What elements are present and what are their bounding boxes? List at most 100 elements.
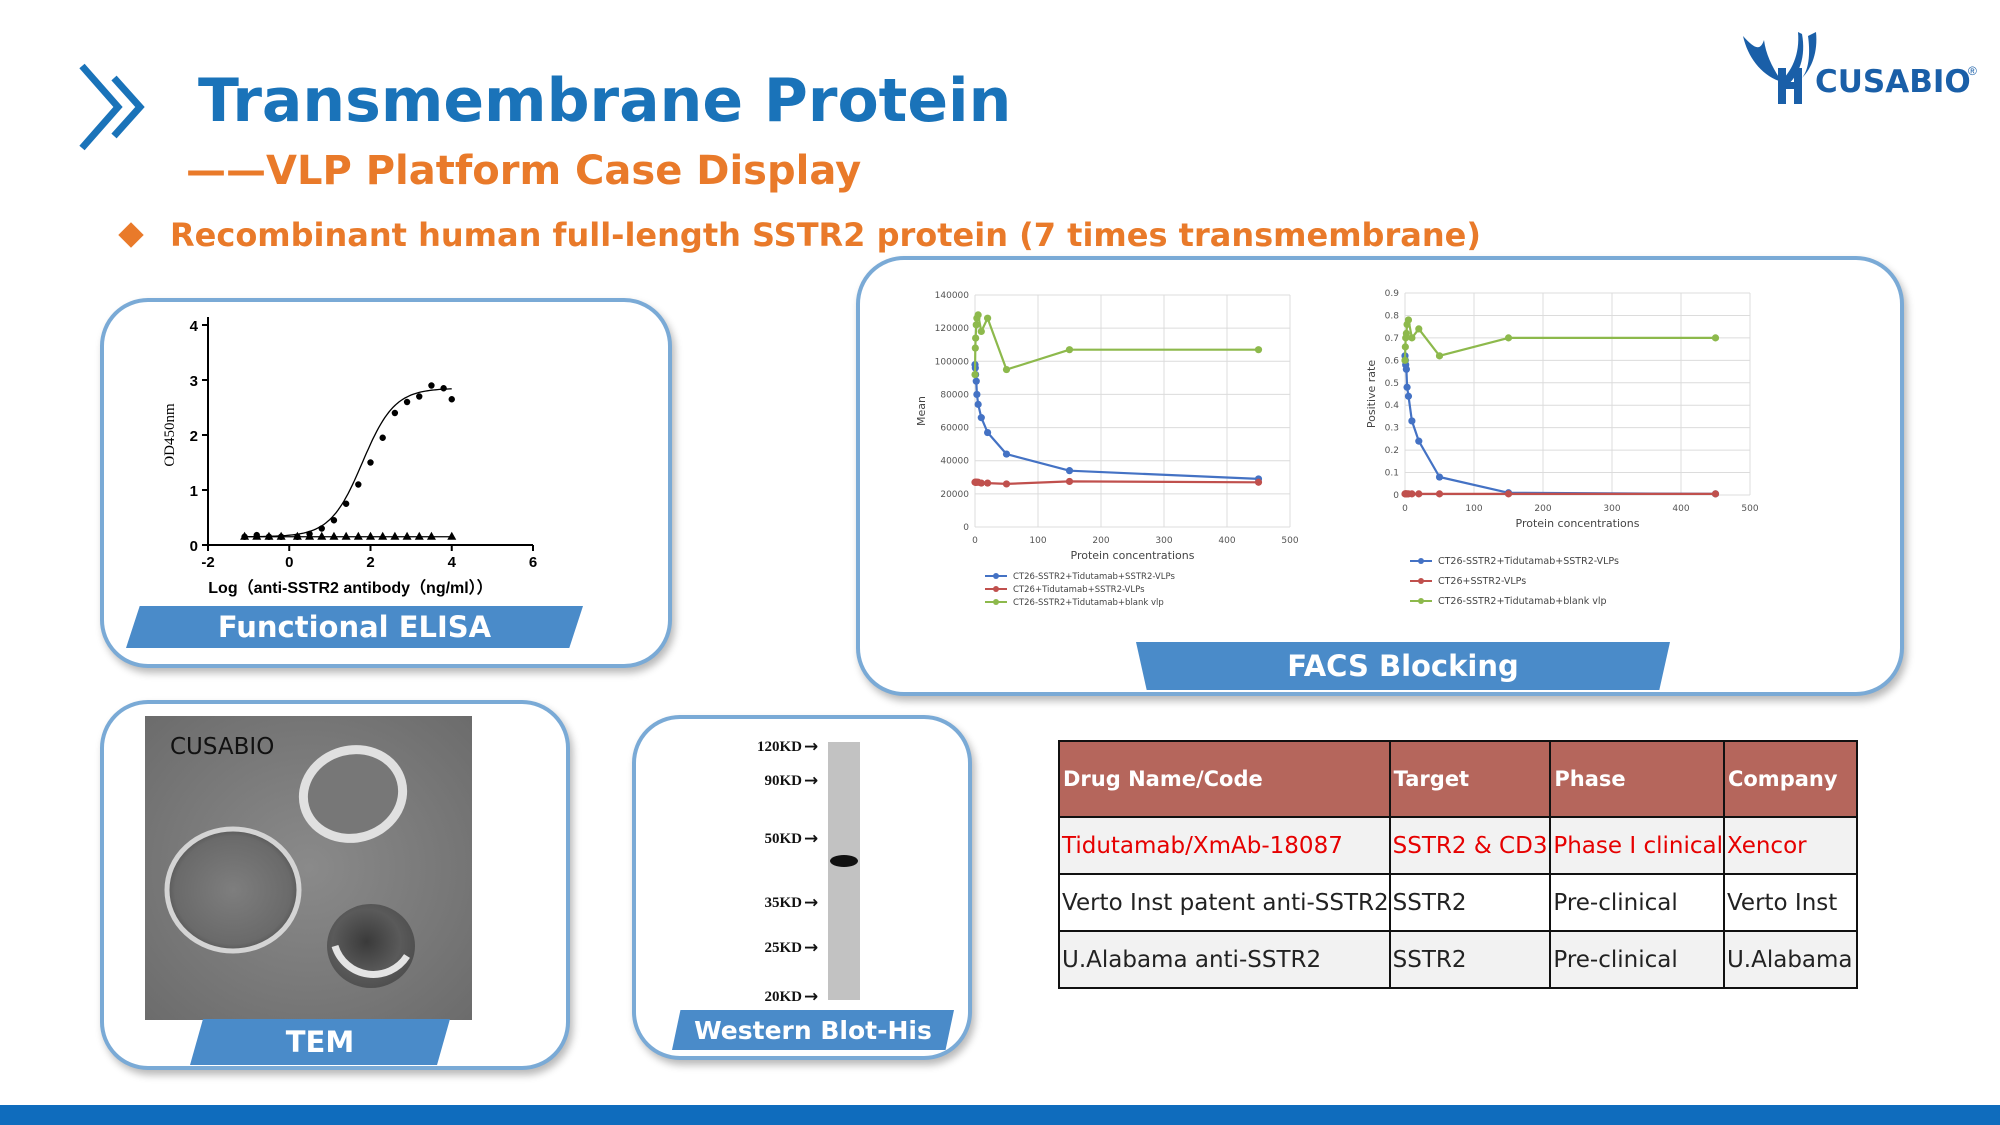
y-tick-label: 60000 xyxy=(940,424,969,434)
tem-watermark: CUSABIO xyxy=(170,734,275,760)
series-point xyxy=(1401,343,1409,351)
arrow-right-icon: → xyxy=(804,737,818,757)
series-line xyxy=(1403,355,1716,495)
table-row: Tidutamab/XmAb-18087 SSTR2 & CD3 Phase I… xyxy=(1058,816,1859,875)
cell-phase: Pre-clinical xyxy=(1549,930,1725,989)
y-axis-label: OD450nm xyxy=(162,403,178,467)
data-point-circle xyxy=(428,382,435,389)
molecular-weight-label: 35KD xyxy=(765,895,803,911)
table-row: Verto Inst patent anti-SSTR2 SSTR2 Pre-c… xyxy=(1058,873,1859,932)
protein-band xyxy=(830,855,858,867)
x-axis-label: Protein concentrations xyxy=(1071,549,1195,562)
series-point xyxy=(971,344,979,352)
header-target: Target xyxy=(1388,740,1552,818)
data-point-triangle xyxy=(305,531,315,540)
cell-phase: Pre-clinical xyxy=(1549,873,1725,932)
y-tick-label: 0.8 xyxy=(1385,311,1400,321)
arrow-right-icon: → xyxy=(804,829,818,849)
series-point xyxy=(972,377,980,385)
header-drug-name: Drug Name/Code xyxy=(1058,740,1391,818)
legend-marker xyxy=(993,586,999,592)
y-tick-label: 3 xyxy=(190,373,198,390)
data-point-triangle xyxy=(414,531,424,540)
series-point xyxy=(984,314,992,322)
data-point-triangle xyxy=(402,531,412,540)
y-tick-label: 0.4 xyxy=(1385,401,1400,411)
series-point xyxy=(984,479,992,487)
series-point xyxy=(984,428,992,437)
facs-positive-rate-chart: 0 0.1 0.2 0.3 0.4 0.5 0.6 0.7 0.8 0.9 0 100 200 300 40… xyxy=(1365,289,1759,607)
series-point xyxy=(1504,334,1513,342)
series-point xyxy=(1415,325,1423,333)
cell-company: U.Alabama xyxy=(1722,930,1859,989)
series-point xyxy=(977,479,985,487)
western-blot-banner: Western Blot-His xyxy=(672,1010,954,1050)
data-point-triangle xyxy=(292,531,302,540)
y-tick-label: 0 xyxy=(963,523,969,533)
data-point-circle xyxy=(440,385,447,392)
series-point xyxy=(1435,473,1444,481)
series-point xyxy=(1435,352,1444,360)
x-tick-label: 400 xyxy=(1218,536,1235,546)
data-point-triangle xyxy=(378,531,388,540)
series-point xyxy=(1504,490,1513,498)
cusabio-logo-icon xyxy=(1743,32,1817,104)
y-tick-label: 140000 xyxy=(935,291,970,301)
diamond-bullet-icon xyxy=(118,222,144,248)
data-point-triangle xyxy=(447,531,457,540)
series-point xyxy=(1711,490,1720,498)
molecular-weight-label: 20KD xyxy=(765,989,803,1005)
x-axis-label: Log（anti-SSTR2 antibody（ng/ml）） xyxy=(208,579,492,597)
y-tick-label: 100000 xyxy=(935,357,970,367)
x-tick-label: 100 xyxy=(1029,536,1046,546)
series-point xyxy=(1404,316,1413,324)
y-tick-label: 0.5 xyxy=(1385,379,1399,389)
series-point xyxy=(1415,437,1423,445)
x-tick-label: 6 xyxy=(529,554,537,571)
y-tick-label: 2 xyxy=(190,428,198,445)
data-point-triangle xyxy=(252,531,262,540)
data-point-circle xyxy=(355,481,362,488)
series-point xyxy=(977,327,985,336)
blot-lane xyxy=(828,742,860,1000)
x-tick-label: -2 xyxy=(201,554,214,571)
data-point-triangle xyxy=(329,531,339,540)
series-point xyxy=(1401,356,1409,364)
arrow-right-icon: → xyxy=(804,938,818,958)
molecular-weight-label: 50KD xyxy=(765,831,803,847)
cell-drug-name: U.Alabama anti-SSTR2 xyxy=(1058,930,1391,989)
series-point xyxy=(1408,490,1416,498)
cell-target: SSTR2 & CD3 xyxy=(1388,816,1552,875)
data-point-triangle xyxy=(341,531,351,540)
series-line xyxy=(974,480,1259,485)
x-tick-label: 0 xyxy=(1402,504,1408,514)
data-point-circle xyxy=(318,525,325,532)
data-point-circle xyxy=(416,393,423,400)
data-point-circle xyxy=(367,459,374,466)
data-point-circle xyxy=(330,517,338,524)
elisa-banner: Functional ELISA xyxy=(126,606,583,648)
cell-target: SSTR2 xyxy=(1388,930,1552,989)
page-title: Transmembrane Protein xyxy=(198,66,1012,136)
double-chevron-icon xyxy=(79,63,145,151)
y-tick-label: 40000 xyxy=(940,457,969,467)
legend-marker xyxy=(1418,598,1424,604)
page-subtitle: ——VLP Platform Case Display xyxy=(186,148,862,194)
data-point-circle xyxy=(379,434,386,441)
y-tick-label: 0.1 xyxy=(1385,469,1399,479)
header-phase: Phase xyxy=(1549,740,1725,818)
cell-company: Xencor xyxy=(1722,816,1859,875)
series-point xyxy=(1065,467,1074,475)
facs-panel xyxy=(856,256,1904,696)
tem-particles-image xyxy=(145,716,472,1020)
x-tick-label: 500 xyxy=(1281,536,1298,546)
data-point-triangle xyxy=(317,531,327,540)
data-point-triangle xyxy=(240,531,250,540)
y-tick-label: 0.3 xyxy=(1385,424,1399,434)
molecular-weight-label: 120KD xyxy=(757,739,802,755)
series-point xyxy=(971,370,979,379)
facs-mean-chart: 0 20000 40000 60000 80000 100000 120000 140000 0… xyxy=(915,291,1299,608)
logo-text: CUSABIO xyxy=(1815,64,1971,100)
series-point xyxy=(972,334,980,342)
x-tick-label: 0 xyxy=(972,536,978,546)
